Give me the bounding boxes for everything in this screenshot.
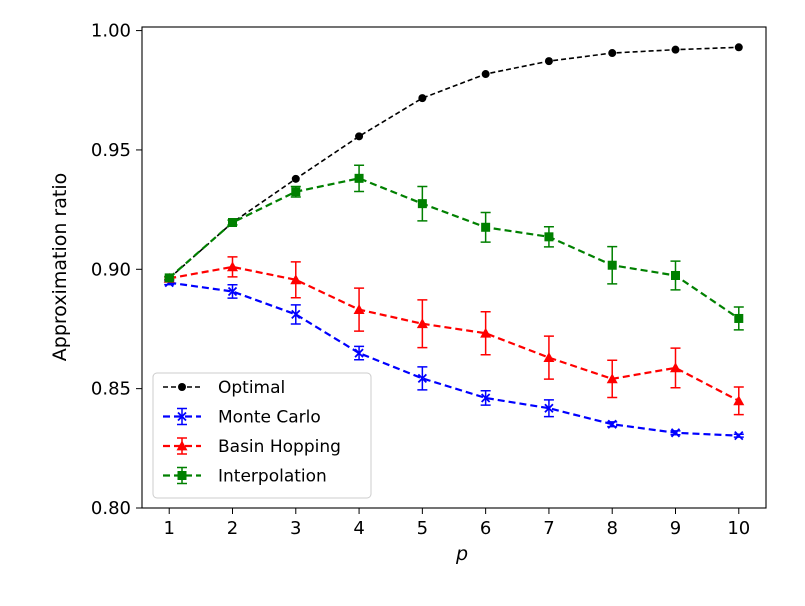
- x-tick-label: 3: [290, 518, 301, 539]
- legend-label: Monte Carlo: [218, 408, 321, 428]
- legend-swatch-marker: [177, 471, 187, 480]
- data-point: [543, 352, 555, 363]
- y-tick-label: 0.80: [91, 498, 131, 519]
- x-tick-label: 6: [480, 518, 491, 539]
- series-line-monte-carlo: [169, 281, 739, 437]
- data-point: [733, 395, 745, 406]
- data-point: [355, 132, 364, 141]
- legend-swatch-marker: [178, 383, 186, 391]
- data-point: [481, 70, 490, 79]
- data-point: [481, 393, 491, 403]
- data-point: [417, 199, 427, 209]
- x-tick-label: 7: [543, 518, 554, 539]
- legend-swatch-marker: [177, 411, 187, 422]
- data-point: [734, 313, 744, 323]
- series-interpolation: [164, 164, 744, 331]
- x-tick-label: 9: [670, 518, 681, 539]
- data-point: [734, 43, 743, 52]
- data-point: [227, 218, 237, 228]
- data-point: [671, 45, 680, 54]
- data-point: [608, 49, 617, 58]
- x-tick-label: 8: [606, 518, 617, 539]
- data-point: [544, 232, 554, 242]
- data-point: [290, 274, 302, 285]
- y-tick-label: 0.90: [91, 259, 131, 280]
- legend-label: Optimal: [218, 378, 285, 398]
- data-point: [606, 373, 618, 384]
- legend-entry-interpolation: Interpolation: [163, 467, 327, 487]
- data-point: [481, 222, 491, 232]
- x-axis-label: p: [455, 543, 468, 565]
- data-point: [417, 373, 427, 384]
- data-point: [544, 403, 554, 413]
- data-point: [291, 187, 301, 197]
- data-point: [544, 57, 553, 66]
- data-point: [353, 304, 365, 315]
- data-point: [354, 348, 364, 358]
- legend-label: Interpolation: [218, 467, 327, 487]
- y-tick-label: 1.00: [91, 21, 131, 42]
- data-point: [734, 431, 744, 441]
- y-tick-label: 0.85: [91, 379, 131, 400]
- legend-entry-basin-hopping: Basin Hopping: [163, 437, 341, 457]
- data-point: [291, 174, 300, 183]
- legend-label: Basin Hopping: [218, 437, 341, 457]
- data-point: [480, 327, 492, 338]
- series-optimal: [165, 43, 743, 283]
- y-tick-label: 0.95: [91, 140, 131, 161]
- legend-entry-monte-carlo: Monte Carlo: [163, 408, 321, 428]
- data-point: [354, 173, 364, 183]
- data-point: [607, 419, 617, 429]
- data-point: [418, 94, 427, 103]
- series-line-interpolation: [168, 177, 740, 320]
- data-point: [226, 261, 238, 272]
- y-axis-label: Approximation ratio: [49, 173, 71, 361]
- x-tick-label: 2: [227, 518, 238, 539]
- legend-frame: [152, 372, 372, 499]
- data-point: [227, 286, 238, 297]
- data-point: [416, 318, 428, 329]
- data-point: [607, 260, 617, 270]
- series-monte-carlo: [164, 278, 744, 441]
- y-axis: 0.80 0.85 0.90 0.95 1.00: [91, 21, 142, 519]
- x-tick-label: 5: [417, 518, 428, 539]
- legend: Optimal Monte Carlo Basin Hopping Interpola…: [152, 372, 372, 499]
- x-tick-label: 4: [353, 518, 364, 539]
- data-point: [670, 428, 681, 438]
- series-basin-hopping: [163, 256, 745, 416]
- data-point: [670, 362, 682, 373]
- data-point: [671, 270, 681, 280]
- data-point: [164, 273, 174, 283]
- legend-swatch-marker: [176, 440, 188, 451]
- x-tick-label: 10: [727, 518, 750, 539]
- data-point: [291, 309, 301, 320]
- plot-frame: [141, 26, 767, 509]
- series-line-optimal: [168, 46, 739, 279]
- x-axis: 1 2 3 4 5 6 7 8 9 10: [163, 508, 750, 539]
- legend-entry-optimal: Optimal: [163, 378, 285, 398]
- plot-marks: [163, 43, 745, 441]
- x-tick-label: 1: [163, 518, 174, 539]
